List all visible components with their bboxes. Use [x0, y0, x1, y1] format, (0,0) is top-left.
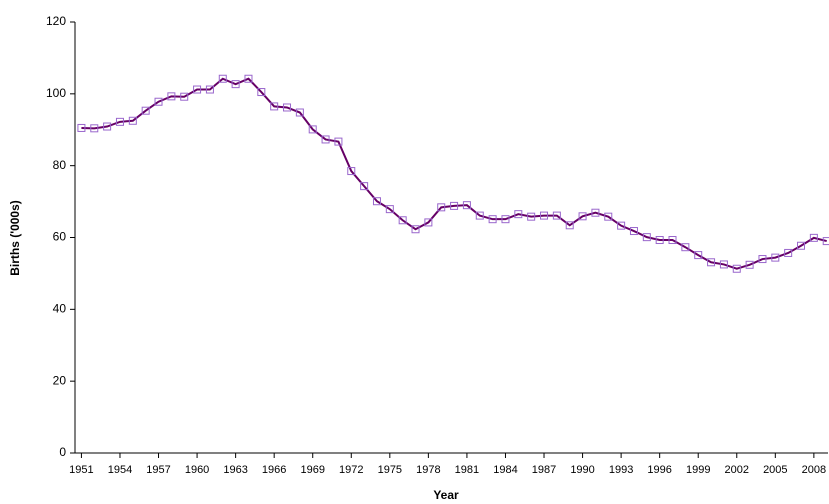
point-marker [450, 201, 459, 210]
point-marker [141, 106, 150, 115]
point-marker [321, 135, 330, 144]
point-marker [617, 221, 626, 230]
x-tick-label: 1987 [532, 464, 556, 476]
point-marker [719, 260, 728, 269]
x-tick-label: 1972 [339, 464, 363, 476]
point-marker [488, 215, 497, 224]
point-marker [128, 116, 137, 125]
point-marker [180, 92, 189, 101]
point-marker [411, 225, 420, 234]
point-marker [694, 251, 703, 260]
point-marker [231, 80, 240, 89]
x-tick-label: 1999 [686, 464, 710, 476]
x-tick-label: 1981 [455, 464, 479, 476]
x-tick-label: 1978 [416, 464, 440, 476]
x-tick-label: 1951 [69, 464, 93, 476]
point-marker [360, 182, 369, 191]
point-marker [552, 211, 561, 220]
point-marker [745, 260, 754, 269]
y-tick-label: 40 [53, 302, 67, 316]
point-marker [822, 237, 829, 246]
point-marker [77, 123, 86, 132]
point-marker [655, 236, 664, 245]
y-tick-label: 80 [53, 158, 67, 172]
point-marker [462, 201, 471, 210]
point-marker [591, 208, 600, 217]
point-marker [565, 221, 574, 230]
x-tick-label: 1993 [609, 464, 633, 476]
point-marker [385, 205, 394, 214]
point-marker [527, 212, 536, 221]
point-marker [283, 103, 292, 112]
point-marker [771, 253, 780, 262]
point-marker [797, 241, 806, 250]
y-tick-label: 20 [53, 373, 67, 387]
point-marker [270, 102, 279, 111]
x-axis-title: Year [433, 488, 459, 502]
point-marker [642, 233, 651, 242]
x-tick-label: 1975 [378, 464, 402, 476]
point-marker [167, 92, 176, 101]
point-marker [578, 212, 587, 221]
x-tick-label: 1996 [647, 464, 671, 476]
y-tick-label: 60 [53, 230, 67, 244]
point-marker [103, 122, 112, 131]
point-marker [681, 243, 690, 252]
point-marker [205, 85, 214, 94]
series-line [81, 77, 827, 270]
point-marker [257, 88, 266, 97]
x-tick-label: 1990 [570, 464, 594, 476]
x-tick-label: 1957 [146, 464, 170, 476]
point-marker [809, 233, 818, 242]
point-marker [668, 236, 677, 245]
point-marker [334, 137, 343, 146]
point-marker [629, 227, 638, 236]
x-tick-label: 1966 [262, 464, 286, 476]
point-marker [784, 248, 793, 257]
point-marker [758, 255, 767, 264]
point-marker [115, 117, 124, 126]
y-tick-label: 120 [46, 14, 66, 28]
y-tick-label: 0 [59, 445, 66, 459]
point-marker [244, 74, 253, 83]
x-tick-label: 1954 [108, 464, 132, 476]
x-tick-label: 2002 [725, 464, 749, 476]
y-tick-label: 100 [46, 86, 66, 100]
point-marker [193, 85, 202, 94]
point-marker [347, 167, 356, 176]
x-tick-label: 1963 [223, 464, 247, 476]
point-marker [398, 216, 407, 225]
x-tick-label: 2008 [802, 464, 826, 476]
point-marker [514, 210, 523, 219]
x-tick-label: 1984 [493, 464, 517, 476]
point-marker [218, 74, 227, 83]
point-marker [295, 108, 304, 117]
point-marker [604, 212, 613, 221]
x-tick-label: 1969 [300, 464, 324, 476]
point-marker [308, 125, 317, 134]
point-marker [540, 211, 549, 220]
point-marker [424, 218, 433, 227]
x-tick-label: 2005 [763, 464, 787, 476]
point-marker [154, 97, 163, 106]
x-tick-label: 1960 [185, 464, 209, 476]
point-marker [437, 203, 446, 212]
point-marker [732, 264, 741, 273]
point-marker [90, 124, 99, 133]
point-marker [707, 258, 716, 267]
y-axis-title: Births ('000s) [8, 200, 22, 276]
point-marker [372, 197, 381, 206]
point-marker [475, 211, 484, 220]
point-marker [501, 215, 510, 224]
